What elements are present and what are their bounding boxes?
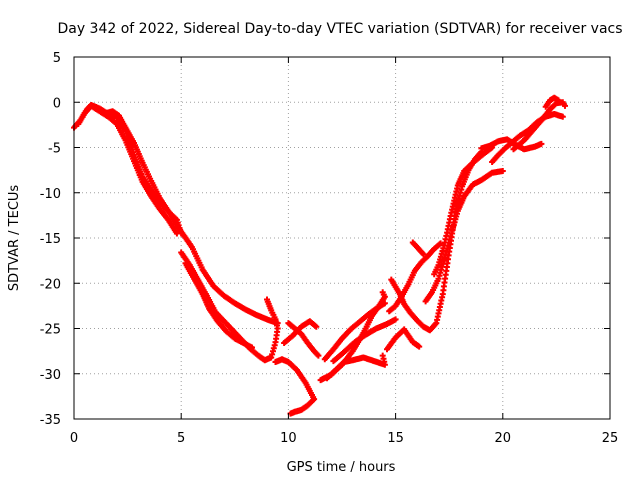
series-track-16 bbox=[431, 144, 496, 278]
x-tick-label: 5 bbox=[177, 431, 185, 446]
data-point-markers bbox=[542, 94, 562, 110]
data-point-markers bbox=[510, 99, 568, 153]
y-tick-label: 5 bbox=[53, 51, 61, 66]
series-track-17 bbox=[422, 168, 506, 305]
series-track-3 bbox=[103, 108, 281, 327]
y-tick-label: 0 bbox=[53, 96, 61, 111]
series-track-2 bbox=[75, 102, 180, 237]
y-tick-label: -5 bbox=[48, 142, 61, 157]
chart-title: Day 342 of 2022, Sidereal Day-to-day VTE… bbox=[57, 21, 622, 37]
data-point-markers bbox=[285, 320, 322, 359]
data-point-markers bbox=[272, 356, 318, 417]
y-tick-label: -15 bbox=[40, 232, 61, 247]
series-track-12 bbox=[330, 316, 399, 365]
data-point-markers bbox=[384, 326, 423, 353]
y-tick-label: -20 bbox=[40, 277, 61, 292]
data-point-markers bbox=[431, 144, 496, 278]
data-point-markers bbox=[422, 168, 506, 305]
x-tick-label: 20 bbox=[495, 431, 512, 446]
x-axis-label: GPS time / hours bbox=[287, 460, 396, 475]
y-tick-label: -35 bbox=[40, 413, 61, 428]
data-point-markers bbox=[409, 239, 427, 258]
x-tick-label: 10 bbox=[280, 431, 297, 446]
y-tick-label: -30 bbox=[40, 368, 61, 383]
y-tick-label: -10 bbox=[40, 187, 61, 202]
data-point-markers bbox=[75, 102, 180, 237]
series-track-5 bbox=[182, 260, 255, 351]
y-tick-label: -25 bbox=[40, 323, 61, 338]
data-point-markers bbox=[330, 316, 399, 365]
data-point-markers bbox=[103, 108, 281, 327]
data-point-markers bbox=[324, 352, 388, 382]
axis-ticks: 0 5 10 15 20 25 5 0 -5 -10 -15 -20 -25 -30 -35 bbox=[40, 51, 619, 446]
data-point-markers bbox=[321, 300, 388, 363]
series-track-8 bbox=[285, 320, 322, 359]
series-track-7 bbox=[272, 356, 318, 417]
x-tick-label: 0 bbox=[70, 431, 78, 446]
series-track-18 bbox=[409, 239, 427, 258]
data-point-markers bbox=[182, 260, 255, 351]
y-axis-label: SDTVAR / TECUs bbox=[7, 185, 22, 292]
series-track-11 bbox=[321, 300, 388, 363]
grid-lines bbox=[74, 57, 610, 419]
x-tick-label: 25 bbox=[602, 431, 619, 446]
series-track-14 bbox=[384, 326, 423, 353]
series-track-22 bbox=[542, 94, 562, 110]
x-tick-label: 15 bbox=[387, 431, 404, 446]
series-track-10 bbox=[324, 352, 388, 382]
series-track-21 bbox=[510, 99, 568, 153]
